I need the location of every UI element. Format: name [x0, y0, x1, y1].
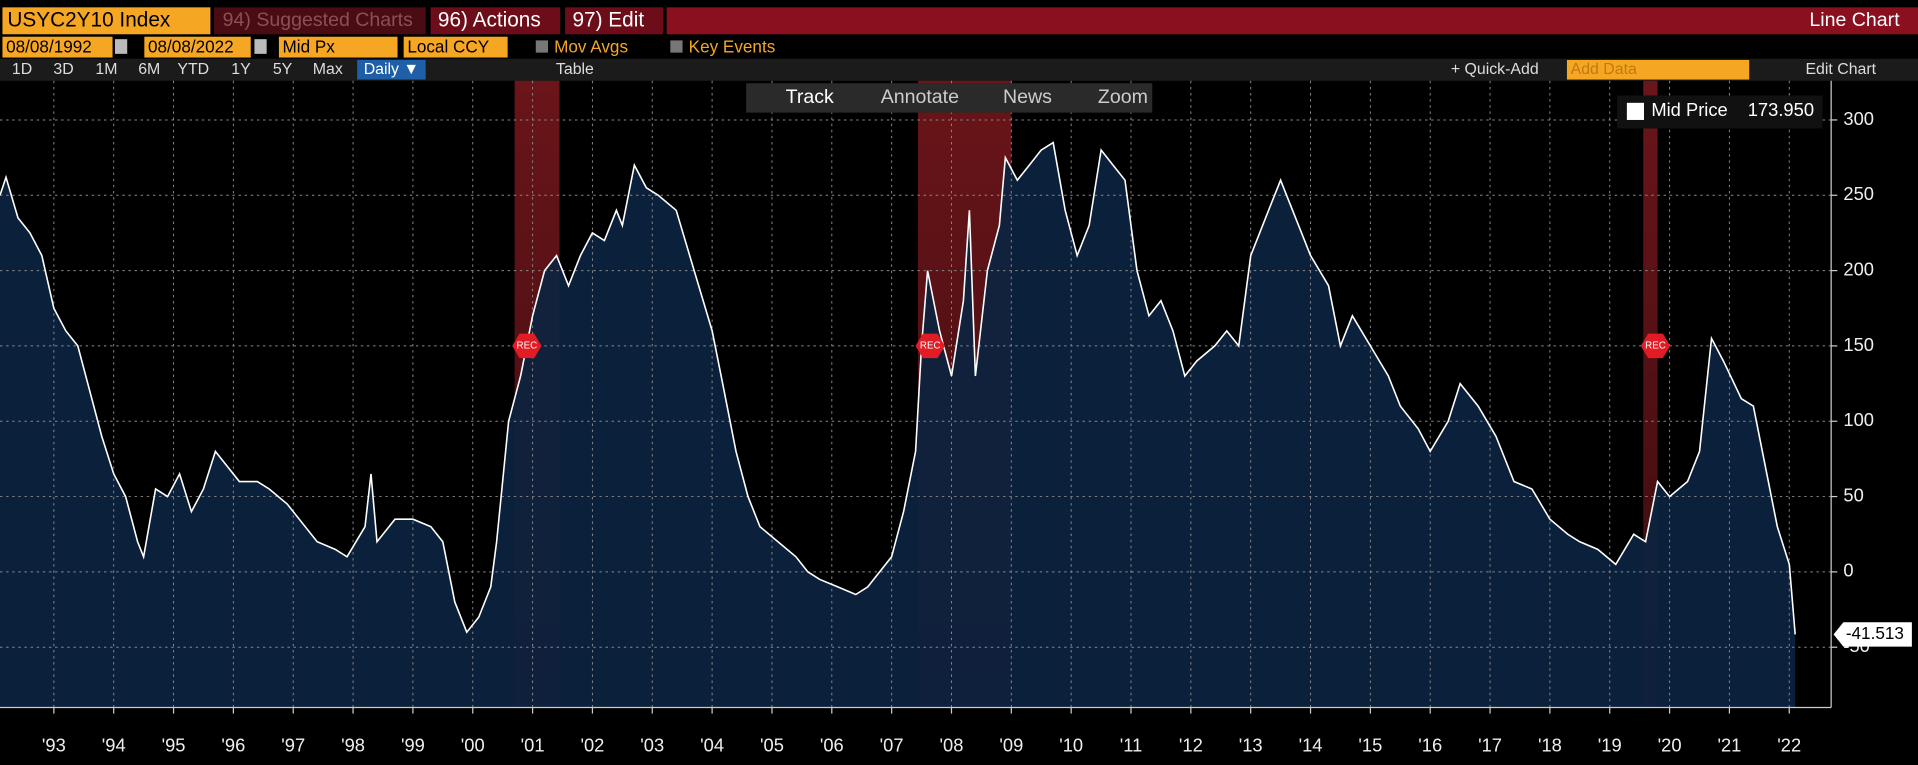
- x-tick-label: '18: [1538, 734, 1562, 755]
- tool-button[interactable]: Annotate: [881, 86, 959, 108]
- x-tick-label: '09: [999, 734, 1023, 755]
- tool-button[interactable]: Zoom: [1098, 86, 1148, 108]
- tool-button[interactable]: Track: [786, 86, 834, 108]
- y-tick-label: 100: [1843, 409, 1874, 430]
- x-tick-label: '14: [1299, 734, 1323, 755]
- x-tick-label: '19: [1598, 734, 1622, 755]
- legend-name: Mid Price: [1651, 99, 1727, 120]
- ticker-box[interactable]: [2, 7, 211, 35]
- add-data-box[interactable]: [1566, 59, 1750, 80]
- actions: 96) Actions: [438, 8, 541, 31]
- event-flag: [1640, 333, 1671, 359]
- x-tick-label: '12: [1179, 734, 1203, 755]
- legend-value: 173.950: [1748, 99, 1814, 120]
- calendar-icon[interactable]: [254, 39, 267, 54]
- x-tick-label: '08: [940, 734, 964, 755]
- x-tick-label: '94: [102, 734, 126, 755]
- last-value-label: -41.513: [1846, 623, 1904, 643]
- chart-kind: Line Chart: [1809, 9, 1900, 31]
- edit: 97) Edit: [572, 8, 644, 31]
- x-tick-label: '13: [1239, 734, 1263, 755]
- period-button[interactable]: 6M: [138, 61, 160, 78]
- last-value-tag: [1833, 622, 1912, 647]
- event-label: REC: [517, 340, 538, 351]
- title-bar: [666, 7, 1918, 35]
- edit-button[interactable]: [565, 7, 663, 35]
- frequency-box[interactable]: [357, 59, 426, 80]
- x-tick-label: '93: [42, 734, 66, 755]
- y-tick-label: 200: [1843, 258, 1874, 279]
- x-tick-label: '98: [341, 734, 365, 755]
- checkbox[interactable]: [535, 40, 548, 53]
- x-tick-label: '06: [820, 734, 844, 755]
- end-date-box[interactable]: [144, 36, 251, 58]
- period-button[interactable]: 1D: [12, 61, 32, 78]
- x-tick-label: '16: [1418, 734, 1442, 755]
- x-tick-label: '95: [162, 734, 186, 755]
- x-tick-label: '01: [521, 734, 545, 755]
- end-date: 08/08/2022: [148, 36, 234, 56]
- mov-avgs: Mov Avgs: [554, 36, 628, 56]
- calendar-icon[interactable]: [114, 39, 128, 54]
- x-tick-label: '03: [640, 734, 664, 755]
- legend: [1617, 95, 1823, 129]
- ticker: USYC2Y10 Index: [7, 8, 171, 31]
- key-events: Key Events: [689, 36, 776, 56]
- currency-box[interactable]: [403, 36, 508, 58]
- table-button[interactable]: Table: [556, 61, 594, 78]
- period-button[interactable]: 3D: [53, 61, 73, 78]
- tool-button[interactable]: News: [1003, 86, 1052, 108]
- x-tick-label: '21: [1717, 734, 1741, 755]
- y-tick-label: 50: [1843, 484, 1863, 505]
- plot: RECRECREC-50050100150200250300'93'94'95'…: [0, 80, 1912, 755]
- x-tick-label: '17: [1478, 734, 1502, 755]
- event-label: REC: [920, 340, 941, 351]
- y-tick-label: 300: [1843, 108, 1874, 129]
- frequency: Daily ▼: [364, 61, 419, 78]
- period-button[interactable]: YTD: [177, 61, 209, 78]
- area: [0, 142, 1796, 708]
- edit-chart[interactable]: Edit Chart: [1805, 61, 1876, 78]
- actions-button[interactable]: [430, 7, 561, 35]
- x-tick-label: '07: [880, 734, 904, 755]
- y-tick-label: 150: [1843, 334, 1874, 355]
- toolbar: [0, 58, 1918, 81]
- period-button[interactable]: Max: [313, 61, 343, 78]
- field: Mid Px: [283, 36, 336, 56]
- x-tick-label: '02: [580, 734, 604, 755]
- period-button[interactable]: 1Y: [231, 61, 251, 78]
- event-flag: [512, 333, 542, 359]
- period-button[interactable]: 1M: [95, 61, 117, 78]
- x-tick-label: '10: [1059, 734, 1083, 755]
- event-label: REC: [1645, 340, 1666, 351]
- event-flag: [915, 333, 945, 359]
- y-tick-label: 250: [1843, 183, 1874, 204]
- start-date-box[interactable]: [2, 36, 113, 58]
- x-tick-label: '99: [401, 734, 425, 755]
- x-tick-label: '97: [281, 734, 305, 755]
- x-tick-label: '04: [700, 734, 724, 755]
- line: [0, 141, 1796, 635]
- x-tick-label: '15: [1358, 734, 1382, 755]
- currency: Local CCY: [407, 36, 489, 56]
- x-tick-label: '00: [461, 734, 485, 755]
- checkbox[interactable]: [670, 40, 683, 53]
- x-tick-label: '22: [1777, 734, 1801, 755]
- suggested: 94) Suggested Charts: [223, 9, 413, 31]
- period-button[interactable]: 5Y: [273, 61, 293, 78]
- add-data: Add Data: [1571, 61, 1637, 78]
- x-tick-label: '96: [221, 734, 245, 755]
- tool-bar: [746, 83, 1153, 113]
- x-tick-label: '05: [760, 734, 784, 755]
- start-date: 08/08/1992: [6, 36, 92, 56]
- x-tick-label: '11: [1120, 734, 1143, 755]
- y-tick-label: 0: [1843, 560, 1853, 581]
- quick-add[interactable]: + Quick-Add: [1451, 61, 1539, 78]
- field-box[interactable]: [278, 36, 398, 58]
- x-tick-label: '20: [1658, 734, 1682, 755]
- legend-swatch: [1626, 102, 1644, 120]
- suggested-button[interactable]: [214, 7, 426, 35]
